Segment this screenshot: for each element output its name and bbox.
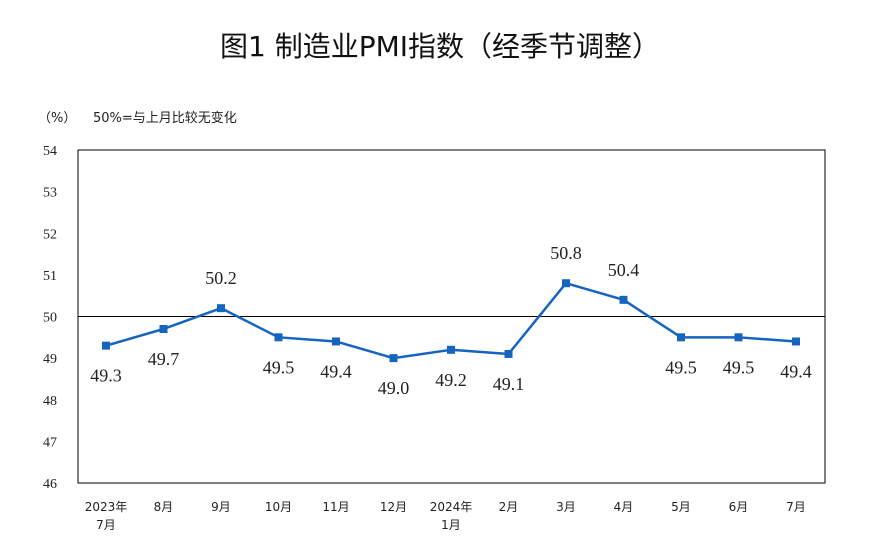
data-point-marker	[217, 304, 225, 313]
data-label: 50.2	[205, 268, 237, 288]
y-tick-label: 46	[43, 477, 57, 492]
y-tick-label: 54	[43, 144, 57, 159]
data-label: 49.5	[723, 357, 755, 377]
x-axis: 2023年 7月 8月 9月 10月 11月 12月 2024年 1月 2月 3月 4月 5月 6月 7月	[85, 500, 806, 532]
y-tick-label: 48	[43, 394, 57, 409]
x-tick-label: 1月	[441, 518, 461, 532]
data-label: 49.0	[378, 378, 410, 398]
data-label: 49.1	[493, 374, 525, 394]
data-label: 49.3	[90, 366, 122, 386]
reference-note: 50%=与上月比较无变化	[93, 110, 237, 126]
y-tick-label: 49	[43, 352, 57, 367]
x-tick-label: 7月	[786, 500, 806, 514]
chart-title: 图1 制造业PMI指数（经季节调整）	[220, 30, 660, 63]
x-tick-label: 5月	[671, 500, 691, 514]
y-tick-label: 52	[43, 227, 57, 242]
data-point-marker	[274, 333, 283, 342]
x-tick-label: 3月	[556, 500, 576, 514]
y-tick-label: 53	[43, 186, 57, 201]
y-tick-label: 51	[43, 269, 57, 284]
data-point-marker	[447, 345, 455, 354]
x-tick-label: 6月	[729, 500, 749, 514]
x-tick-label: 2023年	[85, 500, 128, 514]
unit-label: （%）	[38, 111, 76, 126]
x-tick-label: 2月	[499, 500, 519, 514]
data-point-marker	[734, 333, 743, 342]
y-tick-label: 50	[43, 311, 57, 326]
data-point-marker	[389, 354, 398, 363]
data-point-marker	[332, 337, 340, 346]
series-group: 49.3 49.7 50.2 49.5 49.4 49.0 49.2 49.1 50.8 50.4…	[90, 243, 812, 398]
data-label: 50.4	[608, 260, 640, 280]
data-point-marker	[159, 324, 168, 333]
data-label: 49.2	[435, 370, 467, 390]
x-tick-label: 4月	[614, 500, 634, 514]
x-tick-label: 10月	[265, 500, 292, 514]
data-point-marker	[562, 279, 570, 288]
x-tick-label: 11月	[322, 500, 349, 514]
y-tick-label: 47	[43, 435, 57, 450]
data-label: 50.8	[550, 243, 582, 263]
x-tick-label: 9月	[211, 500, 231, 514]
data-label: 49.4	[780, 361, 812, 381]
x-tick-label: 8月	[154, 500, 174, 514]
data-point-marker	[792, 337, 800, 346]
y-axis: 46 47 48 49 50 51 52 53 54	[43, 144, 57, 492]
data-label: 49.5	[263, 357, 295, 377]
data-label: 49.4	[320, 361, 352, 381]
x-tick-label: 12月	[380, 500, 407, 514]
data-point-marker	[619, 295, 628, 304]
data-label: 49.7	[148, 349, 180, 369]
x-tick-label: 7月	[96, 518, 116, 532]
x-tick-label: 2024年	[430, 500, 473, 514]
data-point-marker	[677, 333, 685, 342]
data-label: 49.5	[665, 357, 697, 377]
data-point-marker	[504, 349, 513, 358]
data-point-marker	[102, 341, 110, 350]
